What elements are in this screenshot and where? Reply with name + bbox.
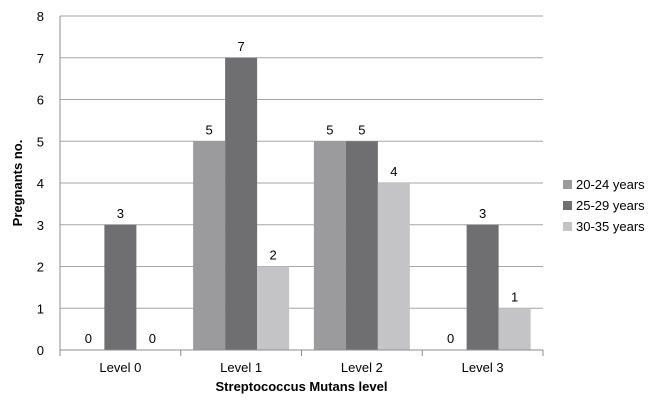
bar: [466, 224, 499, 350]
x-tick-labels: Level 0 Level 1 Level 2 Level 3: [59, 350, 544, 375]
x-tick-label: Level 0: [99, 360, 141, 375]
x-axis-title: Streptococcus Mutans level: [216, 379, 388, 394]
data-label: 0: [447, 331, 454, 346]
bars: [104, 57, 531, 350]
legend-label: 30-35 years: [576, 219, 645, 234]
y-tick-label: 6: [37, 93, 44, 108]
bar: [313, 141, 346, 350]
bar: [257, 266, 290, 350]
legend-swatch: [563, 201, 572, 210]
bar: [498, 308, 531, 350]
data-label: 3: [117, 206, 124, 221]
y-tick-label: 4: [37, 176, 44, 191]
y-tick-label: 1: [37, 301, 44, 316]
bar: [193, 141, 226, 350]
y-tick-label: 0: [37, 343, 44, 358]
data-label: 7: [238, 39, 245, 54]
y-tick-label: 7: [37, 51, 44, 66]
x-tick-label: Level 3: [462, 360, 504, 375]
legend-label: 25-29 years: [576, 198, 645, 213]
data-label: 0: [85, 331, 92, 346]
legend-swatch: [563, 222, 572, 231]
legend: 20-24 years 25-29 years 30-35 years: [563, 177, 645, 234]
x-tick-label: Level 1: [220, 360, 262, 375]
bar: [345, 141, 378, 350]
legend-label: 20-24 years: [576, 177, 645, 192]
bar: [225, 57, 258, 350]
y-axis-title: Pregnants no.: [10, 140, 25, 227]
data-label: 3: [479, 206, 486, 221]
bar: [377, 183, 410, 350]
legend-swatch: [563, 180, 572, 189]
data-label: 2: [270, 248, 277, 263]
x-tick-label: Level 2: [341, 360, 383, 375]
data-label: 5: [358, 122, 365, 137]
gridlines: [60, 15, 543, 309]
data-label: 4: [390, 164, 397, 179]
data-label: 5: [206, 122, 213, 137]
bar: [104, 224, 137, 350]
y-tick-label: 8: [37, 9, 44, 24]
y-tick-label: 2: [37, 260, 44, 275]
y-tick-label: 3: [37, 218, 44, 233]
y-tick-label: 5: [37, 134, 44, 149]
data-label: 5: [326, 122, 333, 137]
data-label: 1: [511, 289, 518, 304]
data-labels: 0 3 0 5 7 2 5 5 4 0 3 1: [85, 39, 518, 346]
data-label: 0: [149, 331, 156, 346]
y-tick-labels: 0 1 2 3 4 5 6 7 8: [37, 9, 44, 358]
